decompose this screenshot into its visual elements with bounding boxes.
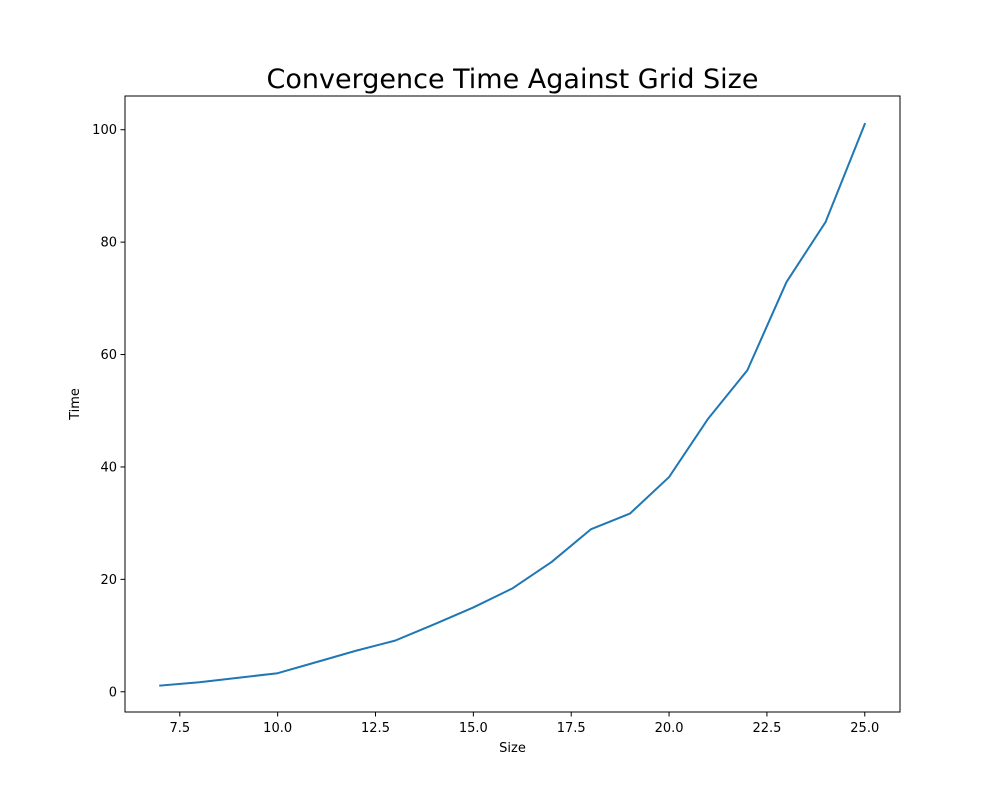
y-axis-ticks: 0 20 40 60 80 100 bbox=[92, 123, 125, 700]
series-layer bbox=[159, 122, 867, 687]
x-tick-label: 17.5 bbox=[557, 721, 586, 736]
y-axis-label: Time bbox=[68, 388, 83, 421]
y-tick-label: 60 bbox=[100, 348, 117, 363]
x-tick-label: 12.5 bbox=[361, 721, 390, 736]
y-tick-label: 100 bbox=[92, 123, 117, 138]
x-tick-label: 7.5 bbox=[169, 721, 190, 736]
y-tick-label: 40 bbox=[100, 460, 117, 475]
chart-title: Convergence Time Against Grid Size bbox=[267, 64, 759, 95]
y-tick-label: 80 bbox=[100, 236, 117, 251]
x-tick-label: 15.0 bbox=[459, 721, 488, 736]
x-axis-label: Size bbox=[499, 741, 526, 756]
x-tick-label: 20.0 bbox=[655, 721, 684, 736]
y-tick-label: 0 bbox=[109, 685, 117, 700]
x-axis-ticks: 7.5 10.0 12.5 15.0 17.5 20.0 22.5 25.0 bbox=[169, 712, 879, 736]
x-tick-label: 10.0 bbox=[263, 721, 292, 736]
x-tick-label: 25.0 bbox=[850, 721, 879, 736]
x-tick-label: 22.5 bbox=[752, 721, 781, 736]
plot-area-frame bbox=[124, 95, 901, 713]
series-line bbox=[159, 122, 867, 687]
y-tick-label: 20 bbox=[100, 573, 117, 588]
